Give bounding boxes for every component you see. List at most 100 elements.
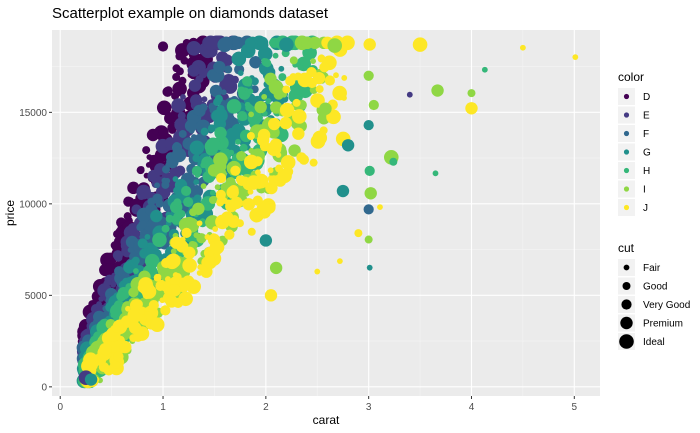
- data-point: [144, 233, 151, 240]
- data-point: [237, 86, 246, 95]
- data-point: [98, 295, 105, 302]
- data-point: [200, 162, 207, 169]
- data-point: [207, 250, 214, 257]
- data-point: [214, 126, 227, 140]
- color-legend-swatch: [623, 130, 630, 137]
- data-point: [249, 56, 262, 69]
- data-point: [235, 138, 241, 145]
- data-point: [312, 71, 326, 85]
- data-point: [184, 119, 198, 133]
- data-point: [279, 116, 292, 130]
- data-point: [228, 184, 239, 196]
- data-point: [186, 41, 202, 56]
- data-point: [366, 264, 373, 271]
- data-point: [412, 37, 428, 52]
- data-point: [267, 117, 281, 131]
- color-legend-label: E: [643, 111, 650, 122]
- x-tick-label: 5: [572, 402, 578, 413]
- data-point: [297, 72, 313, 88]
- data-point: [224, 229, 235, 240]
- data-point: [148, 300, 159, 311]
- data-point: [177, 111, 186, 120]
- data-point: [175, 165, 186, 176]
- data-point: [308, 36, 322, 50]
- data-point: [131, 256, 140, 265]
- data-point: [225, 199, 232, 206]
- size-legend-swatch: [619, 334, 634, 349]
- data-point: [336, 184, 350, 198]
- data-point: [292, 127, 305, 140]
- data-point: [112, 250, 123, 261]
- data-point: [256, 133, 270, 147]
- data-point: [248, 111, 255, 118]
- data-point: [153, 273, 162, 282]
- data-point: [127, 307, 143, 323]
- x-tick-label: 1: [160, 402, 166, 413]
- data-point: [239, 112, 248, 121]
- data-point: [110, 241, 119, 250]
- data-point: [465, 102, 478, 115]
- data-point: [363, 204, 374, 215]
- data-point: [244, 37, 256, 48]
- data-point: [264, 289, 278, 302]
- data-point: [252, 195, 263, 206]
- data-point: [137, 192, 146, 201]
- data-point: [226, 99, 242, 114]
- data-point: [181, 185, 192, 197]
- data-point: [267, 167, 274, 174]
- data-point: [209, 189, 216, 196]
- data-point: [297, 64, 304, 71]
- data-point: [103, 280, 110, 287]
- data-point: [196, 270, 203, 276]
- size-legend-label: Ideal: [643, 337, 665, 348]
- size-legend-swatch: [621, 299, 632, 310]
- data-point: [211, 195, 218, 202]
- data-point: [149, 154, 158, 163]
- data-point: [99, 342, 112, 356]
- data-point: [310, 93, 325, 108]
- data-point: [172, 272, 179, 278]
- data-point: [176, 44, 185, 53]
- data-point: [112, 360, 121, 369]
- data-point: [364, 235, 373, 244]
- size-legend-title: cut: [618, 241, 635, 255]
- data-point: [119, 340, 132, 354]
- data-point: [145, 162, 152, 168]
- data-point: [368, 99, 379, 111]
- data-point: [191, 165, 203, 177]
- data-point: [216, 172, 227, 184]
- data-point: [237, 70, 244, 76]
- data-point: [467, 89, 476, 98]
- size-legend-swatch: [620, 316, 633, 330]
- data-point: [354, 229, 363, 238]
- data-point: [170, 236, 183, 249]
- data-point: [254, 100, 267, 114]
- data-point: [127, 247, 134, 253]
- x-axis-label: carat: [313, 413, 340, 427]
- data-point: [227, 215, 240, 228]
- color-legend-swatch: [623, 149, 630, 155]
- data-point: [171, 147, 187, 163]
- data-point: [246, 132, 255, 141]
- data-point: [164, 86, 173, 95]
- data-point: [142, 146, 151, 155]
- data-point: [194, 143, 203, 152]
- data-point: [236, 150, 247, 162]
- data-point: [363, 120, 374, 131]
- data-point: [132, 299, 143, 310]
- data-point: [263, 59, 272, 68]
- data-point: [192, 154, 201, 163]
- data-point: [279, 37, 294, 52]
- data-point: [245, 80, 252, 87]
- data-point: [185, 174, 191, 181]
- y-tick-label: 0: [41, 382, 47, 393]
- color-legend-label: F: [643, 129, 649, 140]
- data-point: [291, 146, 300, 155]
- data-point: [214, 94, 223, 103]
- data-point: [172, 64, 181, 73]
- data-point: [127, 265, 134, 272]
- data-point: [158, 279, 165, 286]
- data-point: [242, 198, 256, 211]
- color-legend-swatch: [623, 186, 630, 192]
